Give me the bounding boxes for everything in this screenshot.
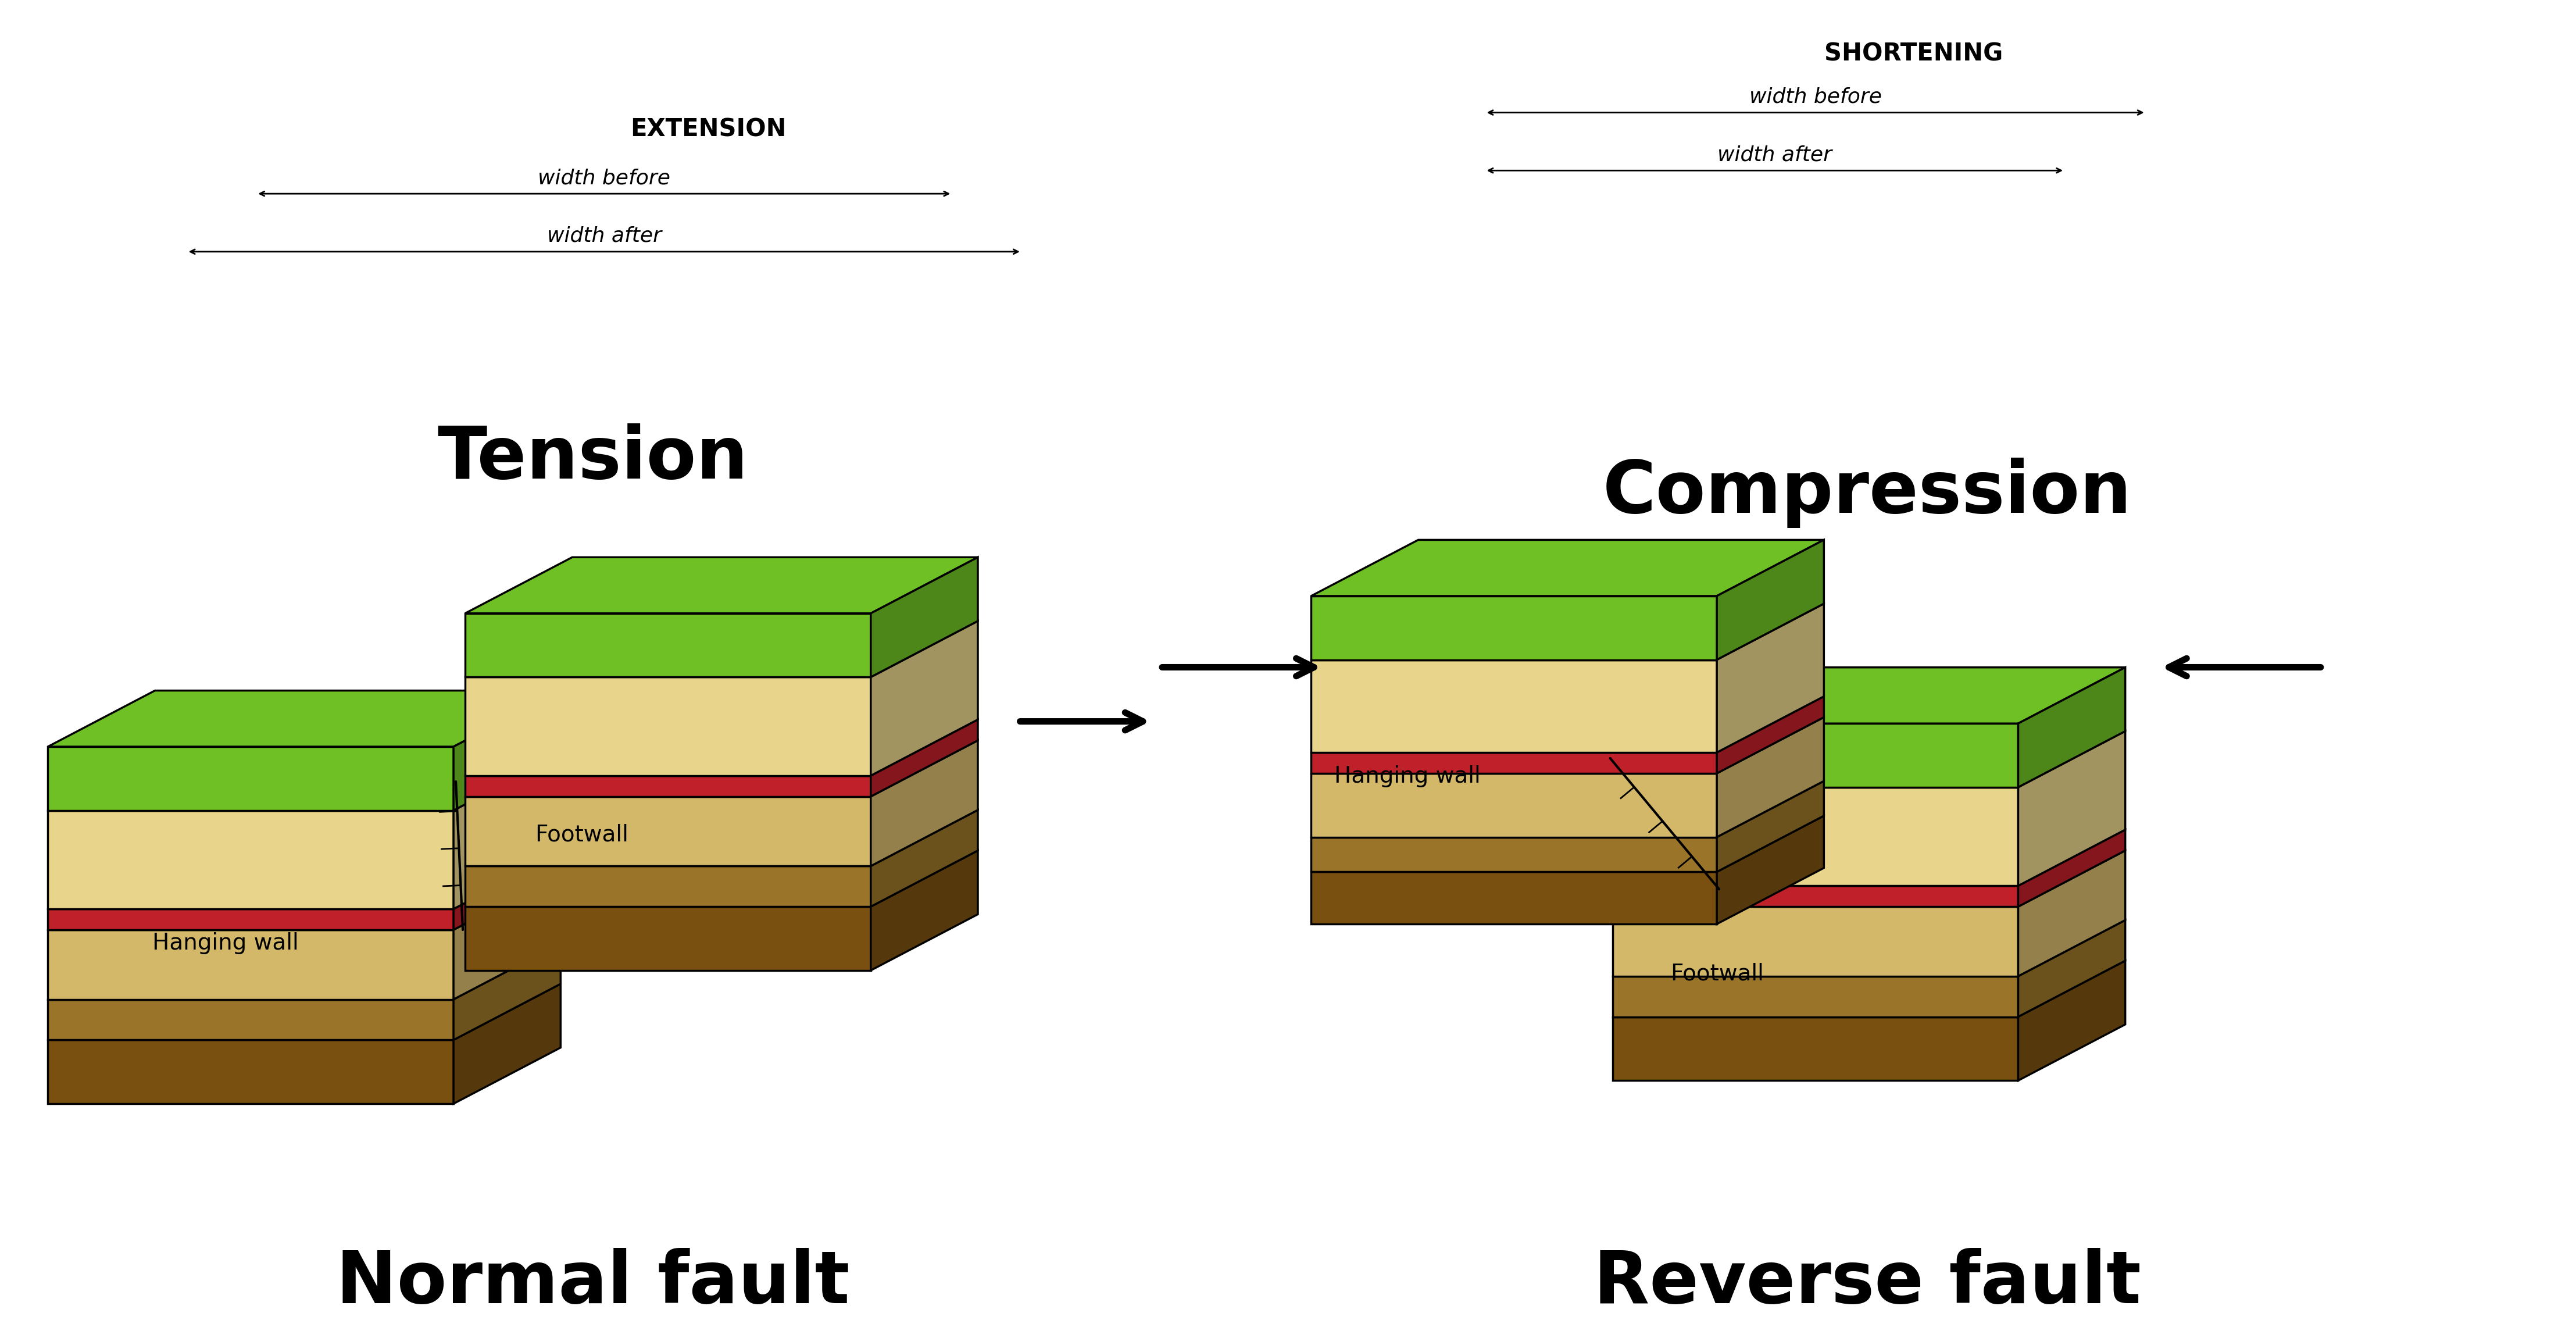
Polygon shape bbox=[2017, 961, 2125, 1081]
Polygon shape bbox=[2017, 830, 2125, 907]
Polygon shape bbox=[49, 999, 453, 1040]
Text: Tension: Tension bbox=[438, 423, 747, 494]
Polygon shape bbox=[1716, 816, 1824, 925]
Polygon shape bbox=[871, 621, 979, 776]
Polygon shape bbox=[871, 557, 979, 677]
Polygon shape bbox=[466, 907, 871, 970]
Polygon shape bbox=[466, 677, 871, 776]
Polygon shape bbox=[49, 747, 453, 811]
Polygon shape bbox=[2017, 731, 2125, 886]
Polygon shape bbox=[1613, 787, 2017, 886]
Polygon shape bbox=[1716, 781, 1824, 872]
Text: width after: width after bbox=[546, 226, 662, 246]
Polygon shape bbox=[1613, 977, 2017, 1017]
Polygon shape bbox=[1613, 724, 2017, 787]
Polygon shape bbox=[871, 851, 979, 970]
Polygon shape bbox=[453, 852, 562, 930]
Polygon shape bbox=[49, 811, 453, 909]
Text: width before: width before bbox=[538, 169, 670, 187]
Polygon shape bbox=[466, 796, 871, 866]
Text: Footwall: Footwall bbox=[536, 824, 629, 846]
Polygon shape bbox=[49, 930, 453, 999]
Polygon shape bbox=[1311, 595, 1716, 660]
Polygon shape bbox=[453, 690, 562, 811]
Text: EXTENSION: EXTENSION bbox=[631, 118, 786, 142]
Polygon shape bbox=[1613, 907, 2017, 977]
Polygon shape bbox=[1311, 660, 1716, 752]
Text: width after: width after bbox=[1718, 145, 1832, 165]
Polygon shape bbox=[1613, 886, 2017, 907]
Text: Hanging wall: Hanging wall bbox=[152, 933, 299, 954]
Polygon shape bbox=[2017, 668, 2125, 787]
Polygon shape bbox=[1613, 668, 2125, 724]
Polygon shape bbox=[49, 690, 562, 747]
Polygon shape bbox=[1311, 539, 1824, 595]
Text: width before: width before bbox=[1749, 87, 1880, 107]
Polygon shape bbox=[1716, 717, 1824, 838]
Polygon shape bbox=[871, 720, 979, 796]
Polygon shape bbox=[1311, 872, 1716, 925]
Polygon shape bbox=[453, 983, 562, 1104]
Text: Hanging wall: Hanging wall bbox=[1334, 765, 1481, 788]
Text: SHORTENING: SHORTENING bbox=[1824, 41, 2004, 66]
Polygon shape bbox=[1613, 1017, 2017, 1081]
Polygon shape bbox=[453, 755, 562, 909]
Polygon shape bbox=[453, 874, 562, 999]
Polygon shape bbox=[466, 557, 979, 613]
Polygon shape bbox=[2017, 921, 2125, 1017]
Text: Compression: Compression bbox=[1602, 458, 2133, 529]
Polygon shape bbox=[871, 740, 979, 866]
Polygon shape bbox=[49, 909, 453, 930]
Polygon shape bbox=[49, 1040, 453, 1104]
Polygon shape bbox=[1716, 603, 1824, 752]
Polygon shape bbox=[1311, 773, 1716, 838]
Polygon shape bbox=[2017, 851, 2125, 977]
Polygon shape bbox=[466, 776, 871, 796]
Polygon shape bbox=[466, 613, 871, 677]
Polygon shape bbox=[466, 866, 871, 907]
Polygon shape bbox=[1716, 539, 1824, 660]
Polygon shape bbox=[871, 809, 979, 907]
Text: Footwall: Footwall bbox=[1669, 962, 1765, 985]
Text: Reverse fault: Reverse fault bbox=[1595, 1248, 2141, 1318]
Polygon shape bbox=[1716, 696, 1824, 773]
Polygon shape bbox=[453, 943, 562, 1040]
Text: Normal fault: Normal fault bbox=[335, 1248, 850, 1318]
Polygon shape bbox=[1311, 752, 1716, 773]
Polygon shape bbox=[1311, 838, 1716, 872]
